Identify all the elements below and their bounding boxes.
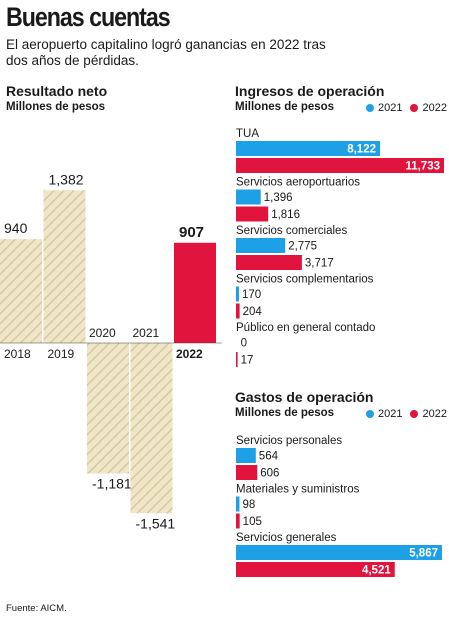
income-value-label: 17 xyxy=(241,355,254,367)
expenses-bar-2021 xyxy=(236,496,240,512)
net-bar-2021 xyxy=(130,343,173,514)
expenses-legend: 2021 2022 xyxy=(366,408,447,420)
expenses-value-label: 5,867 xyxy=(409,548,438,560)
income-bar-2021 xyxy=(236,238,286,253)
expenses-value-label: 564 xyxy=(259,451,279,463)
net-result-title: Resultado neto xyxy=(6,83,108,99)
income-category-label: Público en general contado xyxy=(236,322,375,334)
net-bar-2020 xyxy=(87,343,129,474)
expenses-category-label: Servicios generales xyxy=(236,532,337,544)
income-category-label: TUA xyxy=(236,128,259,140)
income-subtitle: Millones de pesos xyxy=(235,101,335,113)
legend-2022-label: 2022 xyxy=(422,102,447,114)
expenses-bar-2022 xyxy=(236,513,240,529)
expenses-value-label: 4,521 xyxy=(362,565,391,577)
income-bar-2022 xyxy=(236,158,444,173)
net-bar-2018 xyxy=(0,239,42,343)
income-value-label: 8,122 xyxy=(347,144,376,156)
income-bar-2022 xyxy=(236,352,238,367)
income-bar-2022 xyxy=(236,303,240,319)
expenses-value-label: 606 xyxy=(260,468,279,480)
net-value-label: -1,541 xyxy=(136,515,176,531)
legend-2021-dot xyxy=(366,104,374,112)
income-bar-2022 xyxy=(236,255,302,270)
expenses-value-label: 98 xyxy=(242,499,255,511)
income-category-label: Servicios aeroportuarios xyxy=(236,177,360,189)
legend-2022-label: 2022 xyxy=(422,408,447,420)
page-title: Buenas cuentas xyxy=(6,2,171,32)
net-category-label: 2020 xyxy=(89,326,116,340)
expenses-bar-2022 xyxy=(236,562,395,577)
income-title: Ingresos de operación xyxy=(235,83,385,99)
expenses-title: Gastos de operación xyxy=(235,389,374,405)
net-category-label: 2019 xyxy=(48,347,75,361)
income-category-label: Servicios complementarios xyxy=(236,274,374,286)
income-value-label: 2,775 xyxy=(288,241,317,253)
page-subtitle: El aeropuerto capitalino logró ganancias… xyxy=(6,37,326,68)
income-value-label: 0 xyxy=(241,338,247,350)
expenses-category-label: Servicios personales xyxy=(236,435,342,447)
net-bar-2019 xyxy=(43,190,86,343)
net-bar-2022 xyxy=(174,242,216,343)
income-chart: TUA 8,122 11,733 Servicios aeroportuarios 1,… xyxy=(236,128,444,367)
income-legend: 2021 2022 xyxy=(366,102,447,114)
expenses-bar-2021 xyxy=(236,448,256,463)
net-value-label: -1,181 xyxy=(92,476,132,492)
net-value-label: 907 xyxy=(179,224,204,241)
legend-2021-dot xyxy=(366,410,374,418)
net-category-label: 2021 xyxy=(133,326,160,340)
income-value-label: 204 xyxy=(243,306,263,318)
net-category-label: 2022 xyxy=(176,347,203,361)
income-bar-2021 xyxy=(236,141,380,156)
legend-2021-label: 2021 xyxy=(378,408,403,420)
expenses-subtitle: Millones de pesos xyxy=(235,407,335,419)
expenses-value-label: 105 xyxy=(243,516,262,528)
income-value-label: 1,816 xyxy=(271,209,300,221)
legend-2022-dot xyxy=(410,104,419,112)
source-note: Fuente: AICM. xyxy=(6,603,67,614)
net-category-label: 2018 xyxy=(4,347,31,361)
income-value-label: 3,717 xyxy=(305,258,334,270)
income-bar-2021 xyxy=(236,189,261,205)
expenses-bar-2021 xyxy=(236,545,442,560)
net-result-subtitle: Millones de pesos xyxy=(6,101,106,113)
net-value-label: 940 xyxy=(4,220,28,236)
income-value-label: 170 xyxy=(242,289,261,301)
income-bar-2021 xyxy=(236,286,240,302)
legend-2021-label: 2021 xyxy=(378,102,403,114)
expenses-chart: Servicios personales 564 606 Materiales y s… xyxy=(236,435,442,577)
income-category-label: Servicios comerciales xyxy=(236,225,347,237)
income-value-label: 11,733 xyxy=(405,161,440,173)
income-bar-2022 xyxy=(236,206,269,222)
expenses-bar-2022 xyxy=(236,465,258,480)
expenses-category-label: Materiales y suministros xyxy=(236,484,360,496)
net-result-chart: 940 2018 1,382 2019 -1,181 2020 -1,541 2021 907 2… xyxy=(0,171,222,531)
net-value-label: 1,382 xyxy=(49,171,84,187)
income-value-label: 1,396 xyxy=(264,192,293,204)
legend-2022-dot xyxy=(410,410,419,418)
